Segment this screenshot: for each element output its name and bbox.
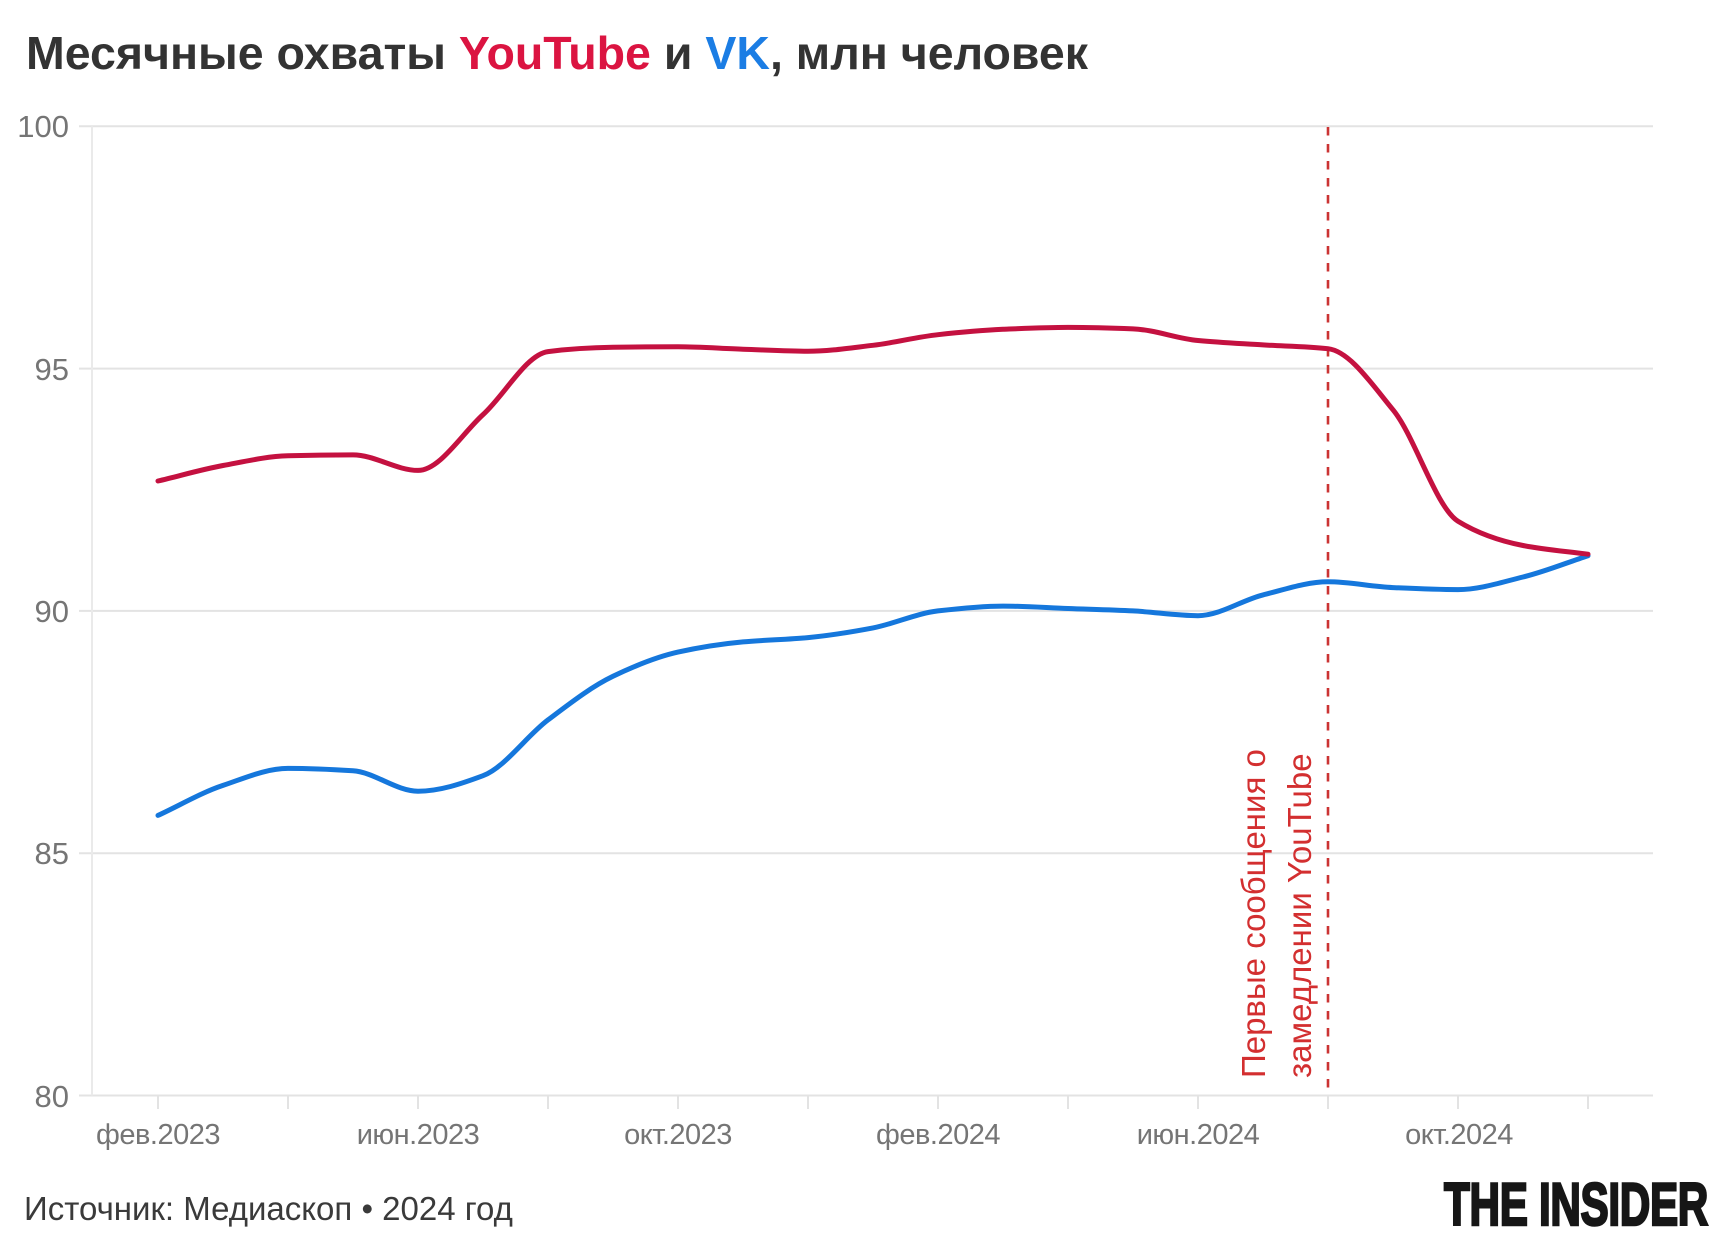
svg-text:85: 85 (35, 836, 69, 871)
svg-text:окт.2024: окт.2024 (1405, 1119, 1513, 1151)
svg-text:80: 80 (35, 1079, 69, 1114)
svg-text:90: 90 (35, 594, 69, 629)
svg-text:июн.2024: июн.2024 (1137, 1119, 1260, 1151)
svg-text:окт.2023: окт.2023 (624, 1119, 732, 1151)
svg-text:Месячные охваты YouTube и VK,: Месячные охваты YouTube и VK, млн челове… (26, 27, 1089, 79)
svg-text:фев.2023: фев.2023 (96, 1119, 220, 1151)
svg-text:июн.2023: июн.2023 (357, 1119, 480, 1151)
svg-text:95: 95 (35, 352, 69, 387)
svg-text:Первые сообщения о: Первые сообщения о (1235, 749, 1272, 1078)
svg-text:Источник: Медиаскоп • 2024 год: Источник: Медиаскоп • 2024 год (24, 1190, 513, 1227)
svg-text:100: 100 (17, 109, 69, 144)
svg-text:замедлении YouTube: замедлении YouTube (1281, 753, 1318, 1078)
svg-text:фев.2024: фев.2024 (876, 1119, 1000, 1151)
svg-text:THE INSIDER: THE INSIDER (1444, 1171, 1708, 1238)
